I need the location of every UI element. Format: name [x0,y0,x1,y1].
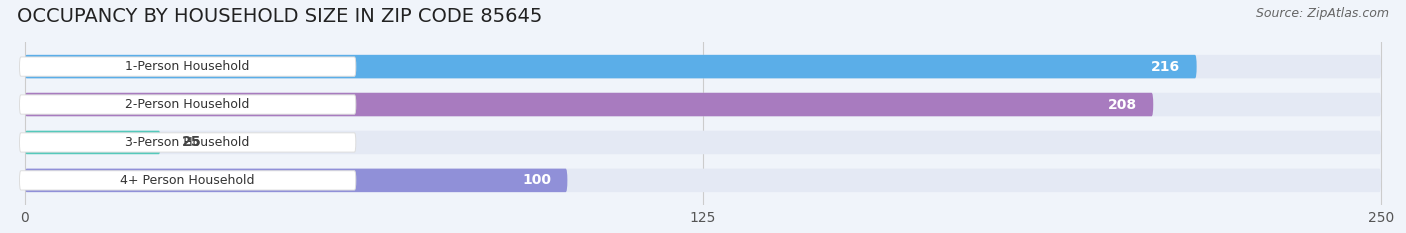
FancyBboxPatch shape [25,93,1381,116]
Text: 208: 208 [1108,98,1137,112]
FancyBboxPatch shape [20,57,356,76]
FancyBboxPatch shape [20,95,356,114]
Text: Source: ZipAtlas.com: Source: ZipAtlas.com [1256,7,1389,20]
FancyBboxPatch shape [25,93,1153,116]
FancyBboxPatch shape [25,131,1381,154]
Text: 3-Person Household: 3-Person Household [125,136,250,149]
FancyBboxPatch shape [25,55,1381,78]
Text: 25: 25 [183,135,201,149]
FancyBboxPatch shape [20,133,356,152]
Text: 100: 100 [522,173,551,187]
FancyBboxPatch shape [25,169,1381,192]
Text: OCCUPANCY BY HOUSEHOLD SIZE IN ZIP CODE 85645: OCCUPANCY BY HOUSEHOLD SIZE IN ZIP CODE … [17,7,543,26]
FancyBboxPatch shape [25,55,1197,78]
Text: 1-Person Household: 1-Person Household [125,60,250,73]
FancyBboxPatch shape [25,169,568,192]
FancyBboxPatch shape [20,171,356,190]
Text: 4+ Person Household: 4+ Person Household [121,174,254,187]
Text: 2-Person Household: 2-Person Household [125,98,250,111]
FancyBboxPatch shape [25,131,160,154]
Text: 216: 216 [1152,60,1181,74]
